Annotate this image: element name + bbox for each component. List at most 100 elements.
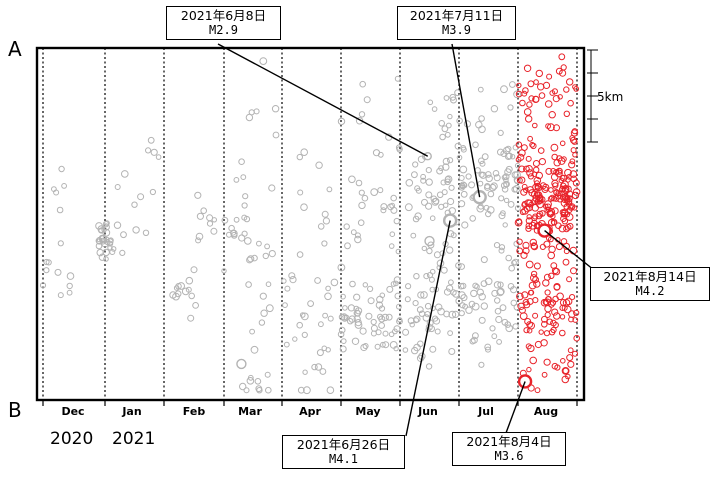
earthquake-point bbox=[452, 310, 460, 318]
earthquake-point bbox=[454, 89, 462, 97]
earthquake-point bbox=[412, 300, 419, 307]
callout-magnitude: M4.2 bbox=[635, 284, 665, 298]
earthquake-point bbox=[523, 327, 530, 334]
earthquake-point bbox=[543, 330, 551, 337]
earthquake-point bbox=[425, 178, 433, 186]
earthquake-point bbox=[537, 83, 545, 91]
earthquake-point bbox=[348, 315, 356, 323]
earthquake-point bbox=[243, 215, 251, 223]
earthquake-point bbox=[405, 179, 414, 187]
earthquake-point-large bbox=[424, 235, 435, 247]
earthquake-point bbox=[448, 310, 457, 319]
earthquake-point bbox=[435, 303, 443, 311]
earthquake-point bbox=[495, 315, 503, 324]
earthquake-point bbox=[536, 196, 544, 204]
earthquake-point bbox=[347, 304, 355, 312]
earthquake-point bbox=[548, 111, 556, 119]
earthquake-point bbox=[340, 293, 346, 300]
earthquake-point bbox=[414, 185, 421, 192]
earthquake-point bbox=[58, 165, 65, 173]
earthquake-point bbox=[507, 201, 515, 208]
earthquake-point bbox=[533, 166, 540, 174]
earthquake-point bbox=[281, 278, 287, 284]
earthquake-point bbox=[458, 310, 465, 317]
earthquake-point bbox=[562, 258, 570, 266]
earthquake-point bbox=[353, 315, 361, 323]
earthquake-point bbox=[66, 289, 73, 296]
earthquake-point bbox=[260, 309, 268, 317]
earthquake-point bbox=[258, 319, 266, 326]
earthquake-point bbox=[526, 214, 532, 220]
earthquake-point bbox=[475, 121, 483, 129]
earthquake-point bbox=[429, 345, 437, 353]
earthquake-point bbox=[121, 170, 129, 178]
earthquake-point bbox=[527, 135, 533, 142]
earthquake-point bbox=[256, 387, 263, 394]
earthquake-point bbox=[322, 312, 329, 319]
earthquake-point bbox=[540, 298, 549, 307]
earthquake-point bbox=[560, 174, 568, 182]
earthquake-point bbox=[570, 267, 577, 275]
earthquake-point bbox=[142, 229, 150, 237]
earthquake-point bbox=[424, 302, 432, 310]
month-label-feb: Feb bbox=[182, 405, 206, 418]
callout-magnitude: M2.9 bbox=[209, 23, 238, 37]
earthquake-point bbox=[377, 313, 384, 320]
earthquake-point bbox=[555, 167, 563, 175]
earthquake-point bbox=[246, 377, 255, 385]
callout-2021-08-04: 2021年8月4日 M3.6 bbox=[452, 432, 566, 466]
earthquake-point bbox=[107, 245, 113, 251]
earthquake-point bbox=[233, 216, 240, 223]
earthquake-point bbox=[409, 322, 415, 328]
earthquake-point bbox=[544, 289, 551, 296]
earthquake-point bbox=[559, 140, 566, 147]
earthquake-point bbox=[233, 177, 240, 183]
month-label-jan: Jan bbox=[122, 405, 142, 418]
earthquake-point bbox=[532, 183, 539, 191]
earthquake-point bbox=[349, 280, 356, 288]
callout-magnitude: M4.1 bbox=[329, 452, 358, 466]
earthquake-point bbox=[362, 343, 369, 349]
callout-2021-08-14: 2021年8月14日 M4.2 bbox=[590, 267, 710, 301]
earthquake-point bbox=[520, 251, 528, 259]
earthquake-point bbox=[249, 328, 256, 335]
earthquake-point bbox=[413, 315, 421, 323]
earthquake-point bbox=[510, 299, 518, 307]
earthquake-point bbox=[264, 371, 271, 378]
earthquake-point bbox=[460, 294, 468, 302]
earthquake-point bbox=[485, 210, 492, 218]
earthquake-point bbox=[563, 110, 570, 118]
earthquake-point bbox=[535, 69, 543, 78]
earthquake-point bbox=[526, 101, 533, 108]
earthquake-point bbox=[550, 168, 557, 174]
earthquake-point bbox=[104, 220, 110, 226]
earthquake-point bbox=[102, 228, 111, 237]
earthquake-point bbox=[343, 223, 350, 230]
earthquake-point bbox=[555, 169, 563, 178]
earthquake-point bbox=[443, 95, 450, 101]
earthquake-point bbox=[338, 313, 346, 321]
earthquake-point bbox=[571, 205, 578, 211]
earthquake-point bbox=[530, 242, 538, 250]
earthquake-point bbox=[559, 194, 567, 201]
earthquake-point bbox=[43, 258, 50, 266]
earthquake-point bbox=[458, 175, 465, 181]
earthquake-point bbox=[376, 295, 384, 304]
earthquake-point bbox=[537, 147, 545, 154]
earthquake-point bbox=[51, 186, 57, 193]
earthquake-point bbox=[501, 174, 508, 181]
earthquake-point bbox=[496, 339, 503, 345]
earthquake-point bbox=[268, 184, 276, 192]
earthquake-point bbox=[449, 93, 457, 101]
earthquake-point bbox=[570, 147, 577, 154]
earthquake-point bbox=[402, 347, 409, 353]
earthquake-point bbox=[538, 158, 547, 166]
earthquake-point bbox=[459, 302, 466, 309]
earthquake-point bbox=[518, 176, 526, 184]
earthquake-point bbox=[484, 183, 491, 190]
earthquake-point bbox=[569, 170, 578, 178]
earthquake-point bbox=[149, 188, 156, 196]
earthquake-point bbox=[490, 182, 498, 190]
earthquake-point bbox=[325, 285, 331, 292]
earthquake-point bbox=[541, 371, 548, 378]
